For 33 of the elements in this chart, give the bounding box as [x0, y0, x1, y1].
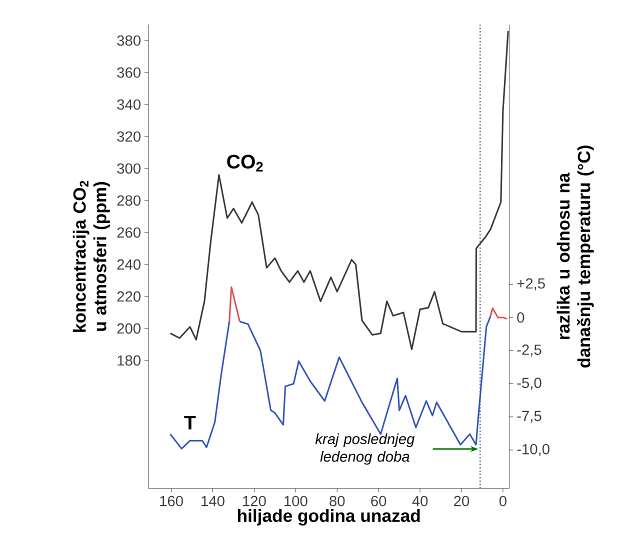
y-tick-label: 340: [117, 99, 140, 110]
y-tick-label: 180: [118, 355, 140, 366]
y2-tick-label: +2,5: [517, 278, 545, 290]
y2-tick-label: -5,0: [517, 378, 542, 390]
x-tick-label: 160: [160, 496, 183, 506]
annotation: kraj poslednjeg ledenog doba: [315, 433, 415, 465]
x-axis-title: hiljade godina unazad: [238, 508, 420, 526]
y-axis-title: koncentracija CO$_{2}$ u atmosferi (ppm): [72, 180, 110, 332]
x-tick-label: 140: [202, 496, 224, 506]
series-label: T: [184, 416, 196, 430]
y2-axis-title: razlika u odnosu na današnju temperaturu (°C): [556, 146, 594, 368]
x-tick-label: 120: [243, 496, 266, 506]
y2-tick-label: -7,5: [517, 410, 542, 423]
y-tick-label: 300: [117, 163, 140, 174]
y-tick-label: 320: [117, 131, 140, 142]
y-tick-label: 380: [117, 35, 140, 46]
line-series: [169, 30, 509, 350]
series-label: CO$_{2}$: [227, 154, 263, 172]
y-tick-label: 220: [117, 291, 140, 302]
y-tick-label: 260: [117, 227, 140, 238]
y-tick-label: 280: [117, 195, 140, 206]
y-tick-label: 240: [117, 259, 140, 270]
y2-tick-label: -10,0: [517, 444, 550, 456]
x-tick-label: 40: [412, 496, 428, 506]
x-tick-label: 0: [499, 496, 506, 506]
y-tick-label: 360: [117, 67, 140, 78]
x-tick-label: 20: [454, 496, 470, 506]
y2-tick-label: -2,5: [517, 344, 542, 357]
y2-tick-label: 0: [517, 312, 524, 323]
y-tick-label: 200: [117, 323, 140, 334]
x-tick-label: 60: [371, 496, 386, 506]
x-tick-label: 80: [330, 496, 345, 506]
x-tick-label: 100: [284, 496, 308, 506]
